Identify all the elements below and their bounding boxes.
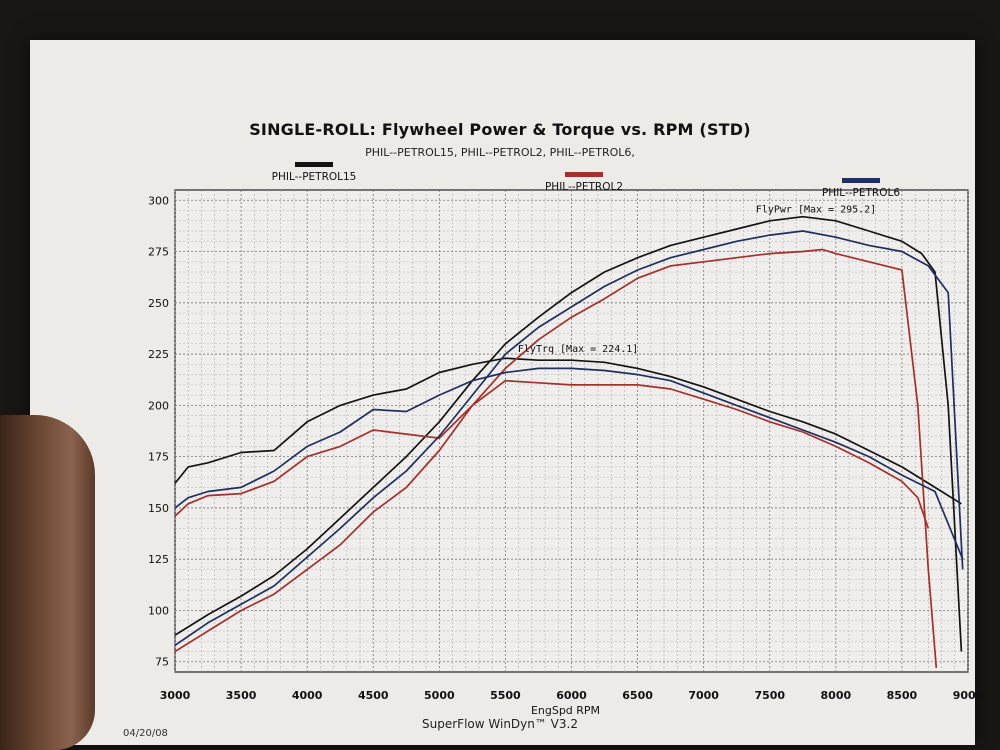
y-tick-label: 175 bbox=[148, 451, 169, 464]
series-line bbox=[174, 379, 930, 529]
max-annotation: FlyPwr [Max = 295.2] bbox=[756, 205, 876, 216]
y-tick-label: 300 bbox=[148, 194, 169, 207]
x-tick-label: 3000 bbox=[160, 689, 191, 702]
x-tick-label: 4500 bbox=[358, 689, 389, 702]
y-tick-label: 275 bbox=[148, 246, 169, 259]
x-tick-label: 3500 bbox=[226, 689, 257, 702]
y-tick-label: 125 bbox=[148, 553, 169, 566]
x-axis-label: EngSpd RPM bbox=[531, 704, 600, 717]
y-tick-label: 200 bbox=[148, 399, 169, 412]
max-annotation: FlyTrq [Max = 224.1] bbox=[518, 344, 638, 355]
series-line bbox=[174, 230, 964, 647]
legend-swatch bbox=[842, 178, 880, 183]
y-tick-label: 100 bbox=[148, 604, 169, 617]
thumb-holding-paper bbox=[0, 415, 95, 750]
series-line bbox=[174, 215, 963, 652]
x-tick-label: 4000 bbox=[292, 689, 323, 702]
chart-title: SINGLE-ROLL: Flywheel Power & Torque vs.… bbox=[249, 120, 751, 139]
series-line bbox=[174, 357, 962, 505]
chart-subtitle: PHIL--PETROL15, PHIL--PETROL2, PHIL--PET… bbox=[365, 146, 635, 159]
x-tick-label: 9000 bbox=[953, 689, 984, 702]
legend-swatch bbox=[565, 172, 603, 177]
x-tick-label: 7500 bbox=[754, 689, 785, 702]
legend-label: PHIL--PETROL15 bbox=[272, 171, 357, 183]
legend-swatch bbox=[295, 162, 333, 167]
x-tick-label: 5500 bbox=[490, 689, 521, 702]
x-tick-label: 8500 bbox=[887, 689, 918, 702]
y-tick-label: 225 bbox=[148, 348, 169, 361]
x-tick-label: 8000 bbox=[821, 689, 852, 702]
y-tick-label: 150 bbox=[148, 502, 169, 515]
x-tick-label: 5000 bbox=[424, 689, 455, 702]
y-tick-label: 75 bbox=[155, 656, 169, 669]
software-version-label: SuperFlow WinDyn™ V3.2 bbox=[422, 717, 578, 731]
x-tick-label: 6500 bbox=[622, 689, 653, 702]
series-line bbox=[174, 367, 964, 560]
y-tick-label: 250 bbox=[148, 297, 169, 310]
print-date-label: 04/20/08 bbox=[123, 728, 168, 739]
series-line bbox=[174, 248, 938, 668]
legend-label: PHIL--PETROL6 bbox=[822, 187, 900, 199]
legend-label: PHIL--PETROL2 bbox=[545, 181, 623, 193]
x-tick-label: 6000 bbox=[556, 689, 587, 702]
x-tick-label: 7000 bbox=[688, 689, 719, 702]
